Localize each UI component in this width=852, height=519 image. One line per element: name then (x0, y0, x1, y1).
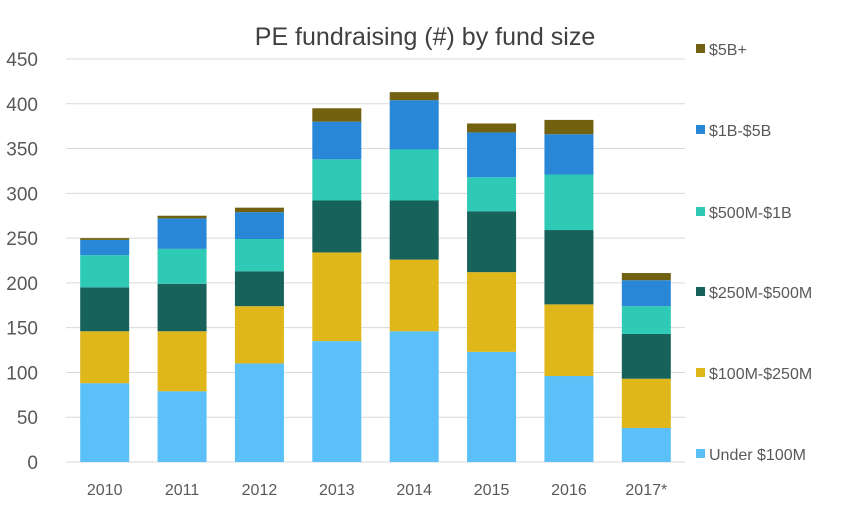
bar-segment (157, 391, 207, 462)
bar-segment (389, 92, 439, 101)
legend-swatch (696, 287, 705, 296)
bar-segment (389, 149, 439, 201)
x-tick-label: 2014 (396, 482, 432, 499)
x-tick-label: 2012 (242, 482, 278, 499)
chart-title: PE fundraising (#) by fund size (255, 23, 595, 51)
bar-segment (157, 215, 207, 219)
y-tick-label: 0 (27, 453, 38, 474)
y-tick-label: 50 (17, 408, 38, 429)
bar-segment (621, 378, 671, 428)
bar-segment (234, 363, 284, 462)
bar-segment (467, 177, 517, 212)
bar-segment (389, 200, 439, 260)
x-tick-label: 2010 (87, 482, 123, 499)
y-tick-label: 250 (6, 229, 38, 250)
legend-swatch (696, 207, 705, 216)
bar-segment (621, 280, 671, 307)
legend-label: Under $100M (709, 447, 806, 464)
bar-segment (621, 333, 671, 379)
bar-segment (389, 100, 439, 150)
bar-segment (234, 271, 284, 307)
bar-segment (544, 134, 594, 175)
x-tick-label: 2017* (625, 482, 667, 499)
bar-segment (312, 252, 362, 342)
bar-segment (467, 132, 517, 178)
x-tick-label: 2015 (474, 482, 510, 499)
bar-segment (621, 306, 671, 334)
bar-segment (157, 283, 207, 332)
bar-segment (80, 287, 130, 332)
bar-segment (157, 331, 207, 392)
bar-segment (80, 239, 130, 256)
legend-label: $1B-$5B (709, 123, 771, 140)
legend-swatch (696, 449, 705, 458)
bar-segment (544, 304, 594, 377)
bar-segment (312, 159, 362, 201)
legend-label: $100M-$250M (709, 366, 812, 383)
bar-segment (80, 331, 130, 384)
bar-segment (312, 200, 362, 253)
y-axis-ticks: 0 50 100 150 200 250 300 350 400 450 (6, 50, 38, 474)
x-tick-label: 2016 (551, 482, 587, 499)
legend-label: $5B+ (709, 42, 747, 59)
legend-label: $500M-$1B (709, 205, 792, 222)
x-tick-label: 2013 (319, 482, 355, 499)
bars (80, 92, 671, 462)
y-tick-label: 450 (6, 50, 38, 71)
bar-segment (467, 211, 517, 273)
bar-segment (80, 238, 130, 240)
bar-segment (312, 341, 362, 462)
x-tick-label: 2011 (165, 482, 200, 499)
bar-segment (389, 331, 439, 462)
bar-segment (467, 272, 517, 352)
bar-segment (621, 427, 671, 462)
bar-segment (234, 207, 284, 213)
legend-swatch (696, 368, 705, 377)
x-axis-ticks: 2010 2011 2012 2013 2014 2015 2016 2017* (87, 482, 667, 499)
bar-segment (80, 383, 130, 462)
bar-segment (234, 212, 284, 240)
bar-segment (389, 259, 439, 332)
bar-segment (234, 239, 284, 272)
legend-label: $250M-$500M (709, 285, 812, 302)
bar-segment (544, 119, 594, 135)
y-tick-label: 350 (6, 140, 38, 161)
bar-segment (157, 248, 207, 284)
bar-segment (157, 218, 207, 249)
y-tick-label: 300 (6, 184, 38, 205)
y-tick-label: 150 (6, 319, 38, 340)
y-tick-label: 400 (6, 95, 38, 116)
bar-segment (467, 351, 517, 462)
bar-segment (312, 121, 362, 160)
bar-segment (467, 123, 517, 133)
bar-segment (544, 376, 594, 462)
legend-swatch (696, 44, 705, 53)
bar-segment (312, 108, 362, 122)
bar-segment (544, 230, 594, 305)
legend-swatch (696, 125, 705, 134)
y-tick-label: 100 (6, 363, 38, 384)
bar-segment (80, 255, 130, 288)
bar-segment (544, 174, 594, 231)
bar-segment (621, 273, 671, 281)
y-tick-label: 200 (6, 274, 38, 295)
bar-segment (234, 306, 284, 364)
legend: $5B+ $1B-$5B $500M-$1B $250M-$500M $100M-$25… (696, 42, 812, 464)
